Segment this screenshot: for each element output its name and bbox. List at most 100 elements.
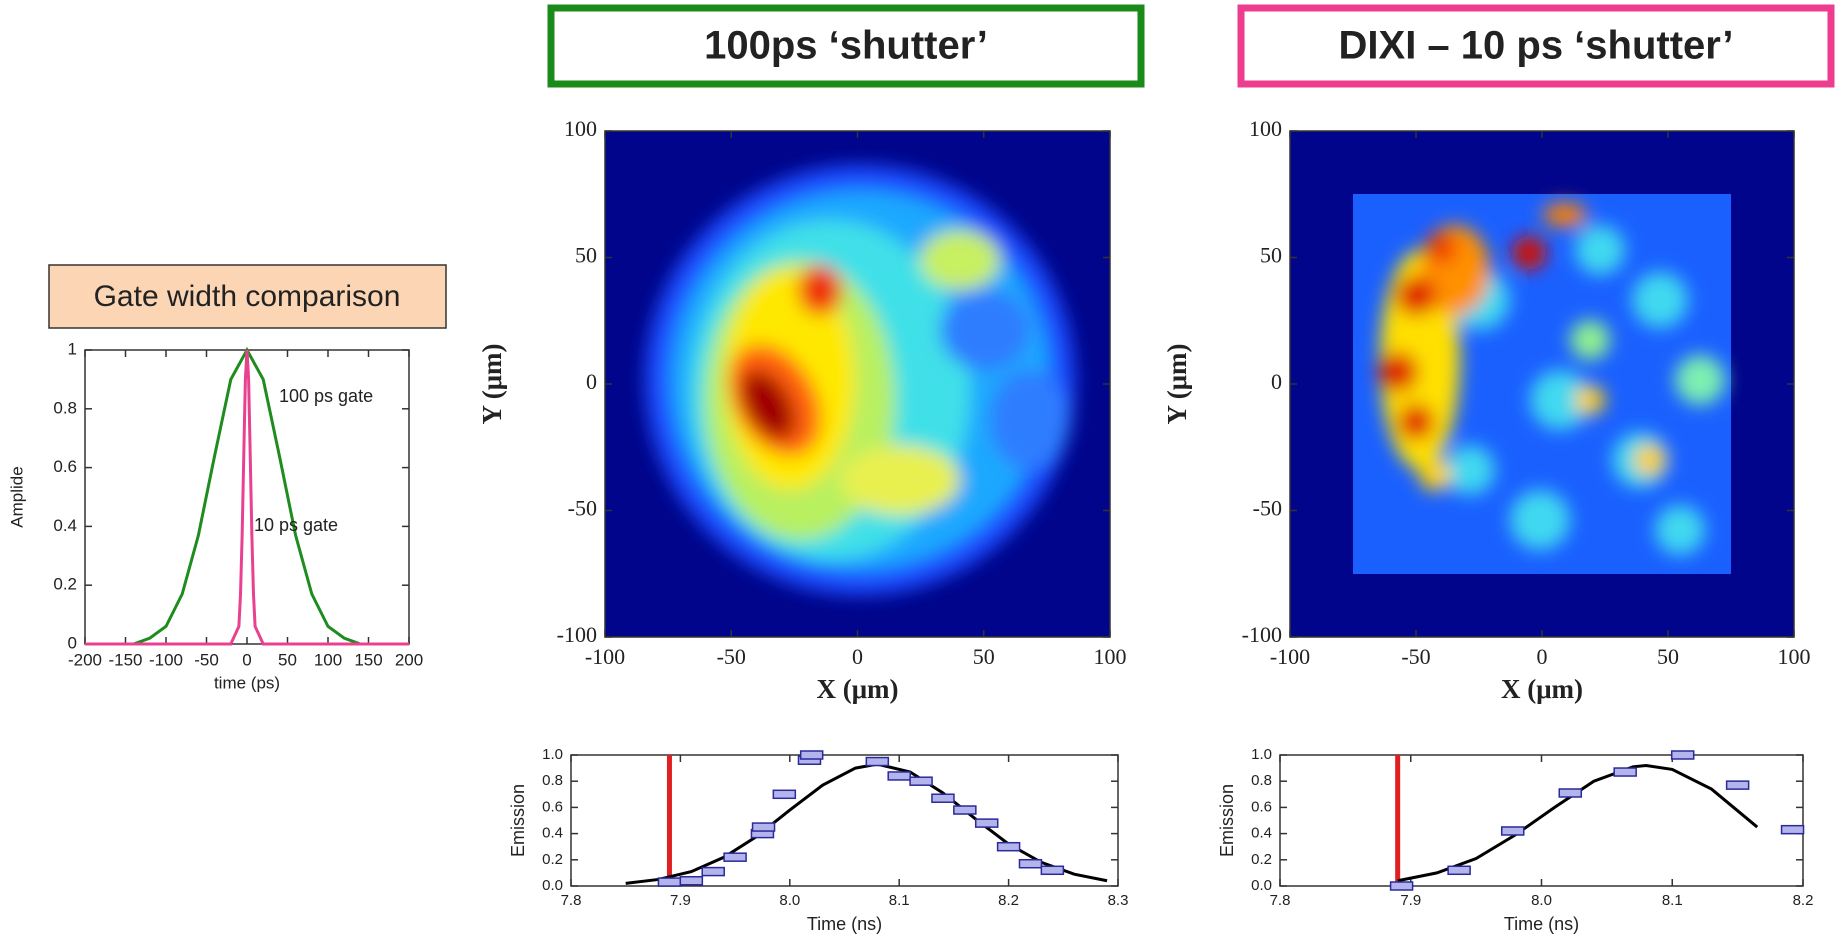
y-tick-label: 0.2 [53, 575, 77, 594]
x-tick-label: -50 [717, 644, 746, 669]
data-point [1019, 860, 1041, 868]
y-tick-label: 0.4 [1251, 825, 1272, 842]
data-point [1782, 826, 1804, 834]
x-tick-label: 150 [354, 650, 382, 669]
data-point [753, 823, 775, 831]
data-point [658, 878, 680, 886]
data-point [801, 751, 823, 759]
y-tick-label: 0.8 [542, 772, 563, 789]
heatmap-image [1290, 131, 1794, 637]
y-tick-label: 0.6 [1251, 798, 1272, 815]
y-tick-label: 0.8 [53, 398, 77, 417]
data-point [1391, 882, 1413, 890]
y-tick-label: -50 [568, 496, 597, 521]
y-tick-label: -50 [1253, 496, 1282, 521]
x-tick-label: 50 [1657, 644, 1679, 669]
data-point [1614, 768, 1636, 776]
y-axis-label: Y (μm) [1162, 343, 1192, 424]
x-tick-label: -100 [1270, 644, 1310, 669]
x-tick-label: 8.1 [889, 892, 910, 909]
x-tick-label: 50 [973, 644, 995, 669]
y-tick-label: 0.4 [53, 516, 77, 535]
x-tick-label: 8.2 [998, 892, 1019, 909]
x-tick-label: 100 [1094, 644, 1127, 669]
x-tick-label: 0 [1537, 644, 1548, 669]
y-tick-label: 1.0 [1251, 746, 1272, 763]
x-tick-label: -200 [68, 650, 102, 669]
fit-curve [1398, 765, 1758, 880]
slide: -200-150-100-5005010015020000.20.40.60.8… [0, 0, 1836, 950]
y-tick-label: 1 [68, 339, 77, 358]
data-point [1559, 789, 1581, 797]
data-point [954, 806, 976, 814]
data-point [932, 794, 954, 802]
x-tick-label: 8.2 [1793, 892, 1814, 909]
series-label: 10 ps gate [254, 515, 338, 535]
x-axis-label: Time (ns) [807, 914, 882, 934]
y-tick-label: 0 [1271, 369, 1282, 394]
heatmap-image [605, 131, 1110, 637]
data-point [910, 777, 932, 785]
series-label: 100 ps gate [279, 386, 373, 406]
data-point [702, 868, 724, 876]
x-tick-label: 7.9 [1400, 892, 1421, 909]
x-tick-label: 7.8 [561, 892, 582, 909]
x-tick-label: -50 [194, 650, 219, 669]
x-tick-label: 8.1 [1662, 892, 1683, 909]
x-tick-label: 7.9 [670, 892, 691, 909]
x-tick-label: 200 [395, 650, 423, 669]
chart-title: DIXI – 10 ps ‘shutter’ [1339, 24, 1734, 68]
y-axis-label: Emission [508, 784, 528, 857]
data-point [1672, 751, 1694, 759]
x-tick-label: -100 [149, 650, 183, 669]
y-tick-label: 0.0 [542, 877, 563, 894]
data-point [976, 819, 998, 827]
y-tick-label: 0 [586, 369, 597, 394]
y-tick-label: 0.6 [53, 457, 77, 476]
x-tick-label: 8.0 [1531, 892, 1552, 909]
y-tick-label: 50 [575, 243, 597, 268]
y-tick-label: 0.6 [542, 798, 563, 815]
chart-title: Gate width comparison [94, 280, 401, 313]
data-point [773, 790, 795, 798]
y-axis-label: Y (μm) [477, 343, 507, 424]
y-tick-label: 0 [68, 633, 77, 652]
data-point [680, 877, 702, 885]
x-tick-label: 100 [314, 650, 342, 669]
y-tick-label: 0.4 [542, 825, 563, 842]
x-tick-label: 0 [852, 644, 863, 669]
x-axis-label: X (μm) [1501, 674, 1583, 704]
data-point [1448, 866, 1470, 874]
data-point [1727, 781, 1749, 789]
x-tick-label: -50 [1401, 644, 1430, 669]
x-axis-label: X (μm) [816, 674, 898, 704]
x-axis-label: Time (ns) [1504, 914, 1579, 934]
x-tick-label: 8.3 [1108, 892, 1129, 909]
x-tick-label: 8.0 [779, 892, 800, 909]
y-tick-label: 100 [1249, 116, 1282, 141]
y-axis-label: Emission [1217, 784, 1237, 857]
x-tick-label: 50 [278, 650, 297, 669]
chart-title: 100ps ‘shutter’ [704, 24, 988, 68]
y-tick-label: 1.0 [542, 746, 563, 763]
data-point [998, 843, 1020, 851]
y-axis-label: Amplide [7, 466, 26, 527]
y-tick-label: 50 [1260, 243, 1282, 268]
data-point [888, 772, 910, 780]
x-tick-label: 100 [1778, 644, 1811, 669]
x-tick-label: 7.8 [1270, 892, 1291, 909]
data-point [1502, 827, 1524, 835]
y-tick-label: 0.2 [1251, 851, 1272, 868]
page: -200-150-100-5005010015020000.20.40.60.8… [0, 0, 1836, 950]
data-point [1041, 866, 1063, 874]
data-point [866, 758, 888, 766]
y-tick-label: 0.2 [542, 851, 563, 868]
x-tick-label: -150 [108, 650, 142, 669]
y-tick-label: 0.0 [1251, 877, 1272, 894]
y-tick-label: -100 [1242, 622, 1282, 647]
x-tick-label: 0 [242, 650, 251, 669]
x-tick-label: -100 [585, 644, 625, 669]
data-point [724, 853, 746, 861]
y-tick-label: 100 [564, 116, 597, 141]
y-tick-label: -100 [557, 622, 597, 647]
